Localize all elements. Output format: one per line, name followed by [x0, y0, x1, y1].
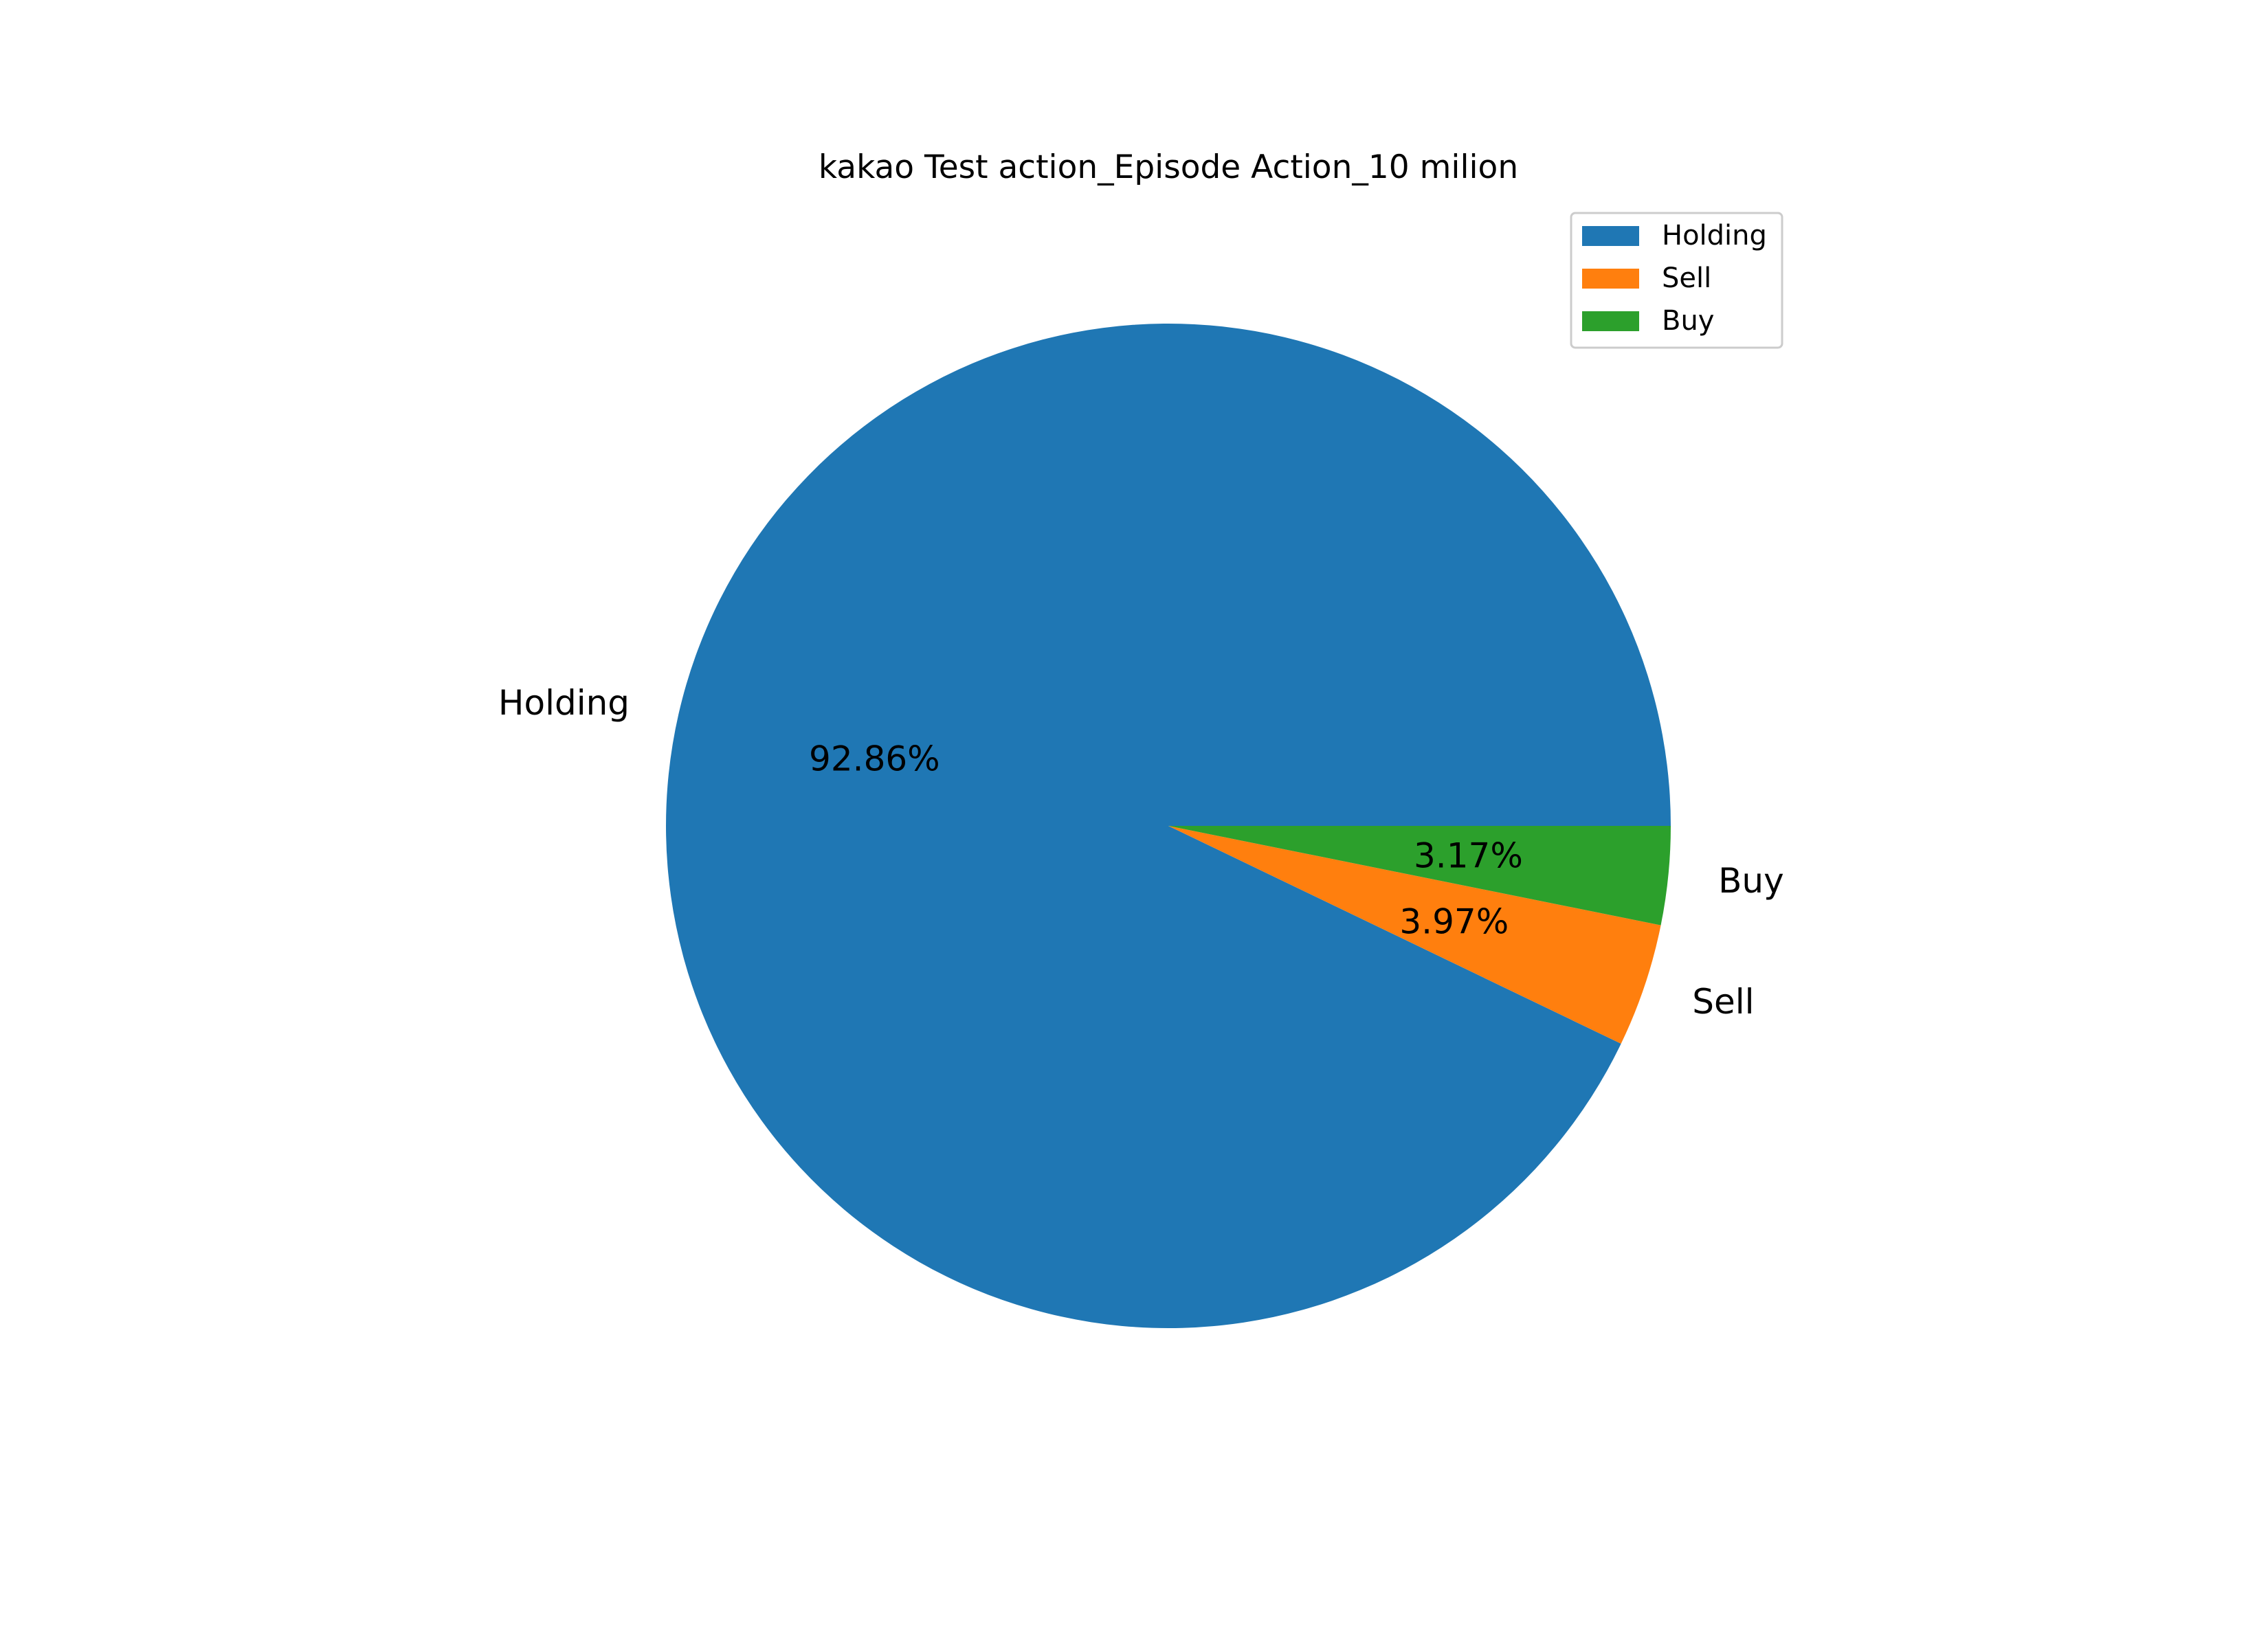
- legend-label-holding: Holding: [1662, 220, 1767, 251]
- slice-label-buy: Buy: [1718, 861, 1784, 901]
- chart-title: kakao Test action_Episode Action_10 mili…: [819, 148, 1518, 186]
- legend-swatch-holding: [1582, 226, 1639, 246]
- slice-labels: Holding Sell Buy: [498, 683, 1784, 1022]
- pie-slice-buy: [1168, 826, 1671, 926]
- legend-swatch-sell: [1582, 269, 1639, 289]
- pct-label-sell: 3.97%: [1399, 902, 1509, 942]
- legend-label-buy: Buy: [1662, 305, 1714, 337]
- pie-slices: [666, 324, 1671, 1329]
- legend-label-sell: Sell: [1662, 262, 1711, 294]
- slice-label-sell: Sell: [1692, 982, 1754, 1022]
- slice-label-holding: Holding: [498, 683, 630, 723]
- legend: Holding Sell Buy: [1570, 212, 1783, 349]
- legend-swatch-buy: [1582, 311, 1639, 331]
- legend-entries: Holding Sell Buy: [1582, 220, 1767, 337]
- pie-slice-sell: [1168, 826, 1661, 1044]
- pie-slice-holding: [666, 324, 1671, 1329]
- pct-label-holding: 92.86%: [809, 739, 940, 778]
- percentage-labels: 92.86% 3.97% 3.17%: [809, 739, 1523, 941]
- pct-label-buy: 3.17%: [1414, 836, 1523, 876]
